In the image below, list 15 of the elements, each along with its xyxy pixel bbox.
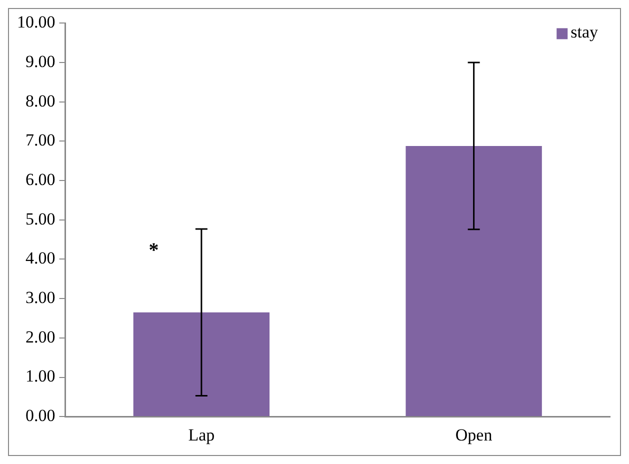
y-tick-label: 9.00	[26, 52, 56, 72]
y-tick-label: 6.00	[26, 170, 56, 190]
y-tick-label: 1.00	[26, 366, 56, 386]
annotation: *	[148, 240, 159, 262]
y-tick-label: 4.00	[26, 248, 56, 268]
y-tick-label: 5.00	[26, 209, 56, 228]
y-tick-label: 3.00	[26, 288, 56, 308]
y-tick-label: 8.00	[26, 91, 56, 110]
y-tick-label: 10.00	[17, 12, 56, 32]
x-tick-label: Lap	[188, 425, 215, 444]
y-tick-label: 7.00	[26, 130, 56, 150]
y-tick-label: 0.00	[26, 406, 56, 426]
x-tick-label: Open	[455, 425, 493, 444]
legend-label: stay	[570, 22, 598, 42]
y-tick-label: 2.00	[26, 327, 56, 346]
